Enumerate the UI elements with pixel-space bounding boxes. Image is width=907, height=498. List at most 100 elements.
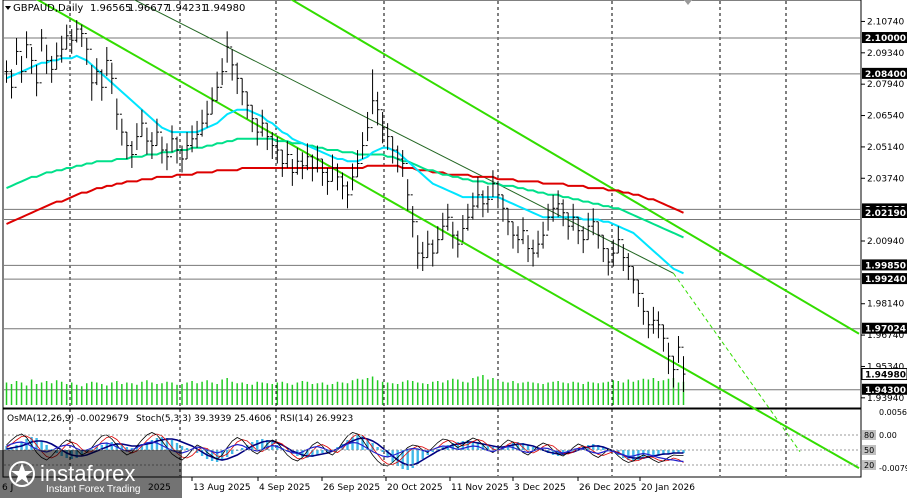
channel-line-2[interactable] [7,0,674,274]
channel-line-1[interactable] [197,0,860,335]
price-bar [430,239,435,267]
osma-bar [386,450,389,457]
price-bar [616,226,621,254]
osma-bar [306,450,309,458]
price-bar [531,239,536,267]
osma-bar [667,450,670,454]
price-bar [270,132,275,160]
volume-bar [391,383,394,405]
volume-bar [452,378,454,405]
price-label-text: 1.94980 [865,371,906,381]
price-bar [305,143,310,171]
price-bar [79,24,84,47]
price-bar [671,355,676,388]
price-bar [541,221,546,249]
price-bar [19,50,24,83]
price-label-text: 1.99850 [865,261,906,271]
price-bar [656,311,661,339]
price-bar [370,69,375,129]
stoch-label: Stoch(5,3,3) 39.3939 25.4606 [136,414,272,424]
y-tick-label: 2.10740 [867,17,904,27]
volume-bar [552,381,554,405]
ma-mid-line [6,137,684,239]
osma-bar [180,446,184,450]
volume-bar [296,382,299,405]
volume-bar [462,381,464,405]
price-bar [435,226,440,254]
osma-bar [521,443,525,450]
volume-bar [622,382,625,405]
x-tick-label: 4 Sep 2025 [259,483,310,493]
osma-bar [110,442,114,450]
volume-bar [45,381,48,405]
volume-bar [612,380,615,405]
price-bar [390,136,395,164]
osma-scale-label: 0.00 [879,431,897,440]
price-bar [310,154,315,182]
indicator-pane-frame [2,408,862,478]
logo-star-icon [9,461,35,487]
price-bar [556,190,561,218]
price-bar [591,208,596,236]
rsi-line [6,441,684,463]
osma-signal-line [6,437,684,466]
volume-bar [416,382,419,405]
osma-bar [361,436,364,450]
volume-bar [426,384,429,405]
price-bar [495,181,500,209]
volume-bar [156,384,158,405]
price-bar [395,145,400,173]
channel-line-0[interactable] [7,0,860,470]
price-label-box [862,67,907,79]
price-bar [250,104,255,133]
osma-bar [266,440,269,450]
volume-bar [356,378,359,405]
y-tick-label: 1.96740 [867,331,904,341]
ohlc-high: 1.96677 [128,3,169,14]
volume-bar [396,384,399,405]
price-bar [180,145,185,173]
volume-bar [131,383,133,405]
price-axis[interactable]: 2.10740 2.09340 2.07940 2.06540 2.05140 2.037… [861,17,904,404]
price-bar [240,77,245,106]
price-bar [39,29,44,84]
volume-bar [271,384,274,405]
osma-bar [185,448,189,450]
stoch-level-label: 50 [864,446,874,455]
volume-bar [336,381,339,405]
osma-bar [145,442,149,450]
osma-scale-label: -0.007968 [879,464,907,473]
price-label-text: 2.08400 [865,70,906,80]
volume-bar [186,382,188,405]
dropdown-icon[interactable] [5,6,11,10]
price-bar [290,154,295,186]
volume-bar [291,384,294,405]
price-bar [280,149,285,177]
osma-bar [301,450,304,457]
volume-bar [316,383,319,405]
volume-bar [582,384,584,405]
price-bar [24,31,29,73]
osma-bar [406,450,409,470]
price-label-text: 1.97024 [865,325,906,335]
price-bar [29,44,34,74]
osma-bar [682,450,685,453]
price-bar [89,48,94,101]
volume-bar [141,381,143,405]
volume-bar [627,379,630,405]
price-bar [666,337,671,375]
volume-bar [311,384,314,405]
price-bar [210,87,215,115]
volume-bar [522,382,524,405]
volume-bar [607,381,610,405]
x-tick-label: 20 Oct 2025 [387,483,443,493]
price-bar [104,46,109,88]
y-tick-label: 2.07940 [867,80,904,90]
price-bar [134,123,139,156]
chart-shift-marker[interactable] [684,0,692,5]
price-label-box [862,259,907,271]
osma-bar [316,450,319,455]
price-bar [74,20,79,43]
volume-bar [321,382,324,405]
